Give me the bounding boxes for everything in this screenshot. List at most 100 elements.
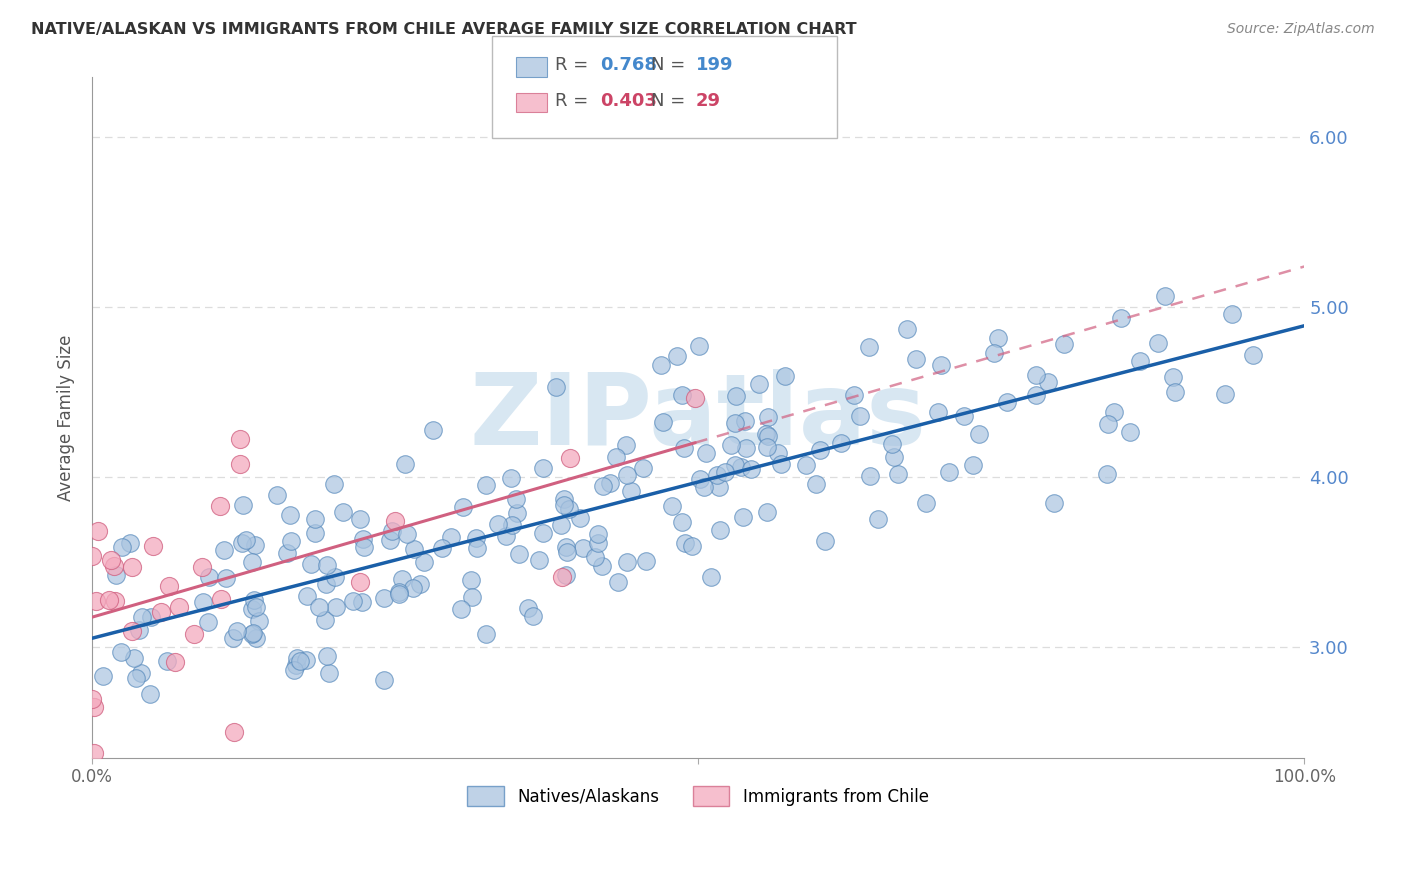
Point [80,692,103,706]
Point [228,433,250,447]
Point [451,500,474,514]
Point [724,417,747,431]
Point [506,506,529,520]
Point [212,543,235,558]
Point [550,518,572,533]
Point [266,488,288,502]
Point [614,438,637,452]
Point [284,658,307,673]
Point [150,606,173,620]
Point [631,460,654,475]
Point [450,602,472,616]
Point [706,467,728,482]
Point [591,559,613,574]
Point [849,409,872,423]
Point [905,351,928,366]
Point [245,600,267,615]
Point [1154,289,1177,303]
Point [724,389,747,403]
Point [896,322,918,336]
Point [388,585,411,599]
Point [139,687,162,701]
Point [314,613,336,627]
Text: N =: N = [651,92,690,110]
Point [231,536,253,550]
Point [983,346,1005,360]
Point [384,514,406,528]
Point [987,330,1010,344]
Point [225,624,247,639]
Point [304,512,326,526]
Y-axis label: Average Family Size: Average Family Size [58,334,75,500]
Point [240,602,263,616]
Point [508,547,530,561]
Point [430,541,453,556]
Text: N =: N = [651,56,690,74]
Point [98,592,121,607]
Point [636,554,658,568]
Point [245,538,267,552]
Point [404,541,426,556]
Point [1164,385,1187,400]
Point [332,505,354,519]
Point [401,582,423,596]
Point [938,465,960,479]
Point [163,655,186,669]
Point [830,436,852,450]
Point [388,587,411,601]
Point [211,592,233,607]
Point [544,380,567,394]
Point [121,559,143,574]
Point [1220,307,1243,321]
Point [118,536,141,550]
Point [315,577,337,591]
Point [673,441,696,455]
Point [285,651,308,665]
Point [555,545,578,559]
Point [671,515,693,529]
Point [209,499,232,513]
Point [193,594,215,608]
Point [83,746,105,760]
Point [1095,467,1118,482]
Point [695,446,717,460]
Point [880,437,903,451]
Text: 0.403: 0.403 [600,92,657,110]
Point [222,631,245,645]
Point [413,555,436,569]
Point [689,472,711,486]
Point [128,623,150,637]
Point [352,532,374,546]
Point [531,526,554,541]
Point [381,524,404,538]
Legend: Natives/Alaskans, Immigrants from Chile: Natives/Alaskans, Immigrants from Chile [458,778,936,814]
Point [315,648,337,663]
Text: ZIPatlas: ZIPatlas [470,369,927,466]
Point [1119,425,1142,440]
Point [517,601,540,615]
Point [731,510,754,524]
Point [553,498,575,512]
Point [651,415,673,429]
Point [349,512,371,526]
Point [499,471,522,485]
Point [465,531,488,545]
Point [756,505,779,519]
Point [661,499,683,513]
Point [280,534,302,549]
Point [86,593,108,607]
Point [527,553,550,567]
Point [373,673,395,687]
Point [740,462,762,476]
Point [110,645,132,659]
Point [378,533,401,547]
Point [103,594,125,608]
Point [495,528,517,542]
Point [688,339,710,353]
Point [756,440,779,454]
Point [440,530,463,544]
Point [215,571,238,585]
Point [555,541,578,555]
Point [927,405,949,419]
Text: 199: 199 [696,56,734,74]
